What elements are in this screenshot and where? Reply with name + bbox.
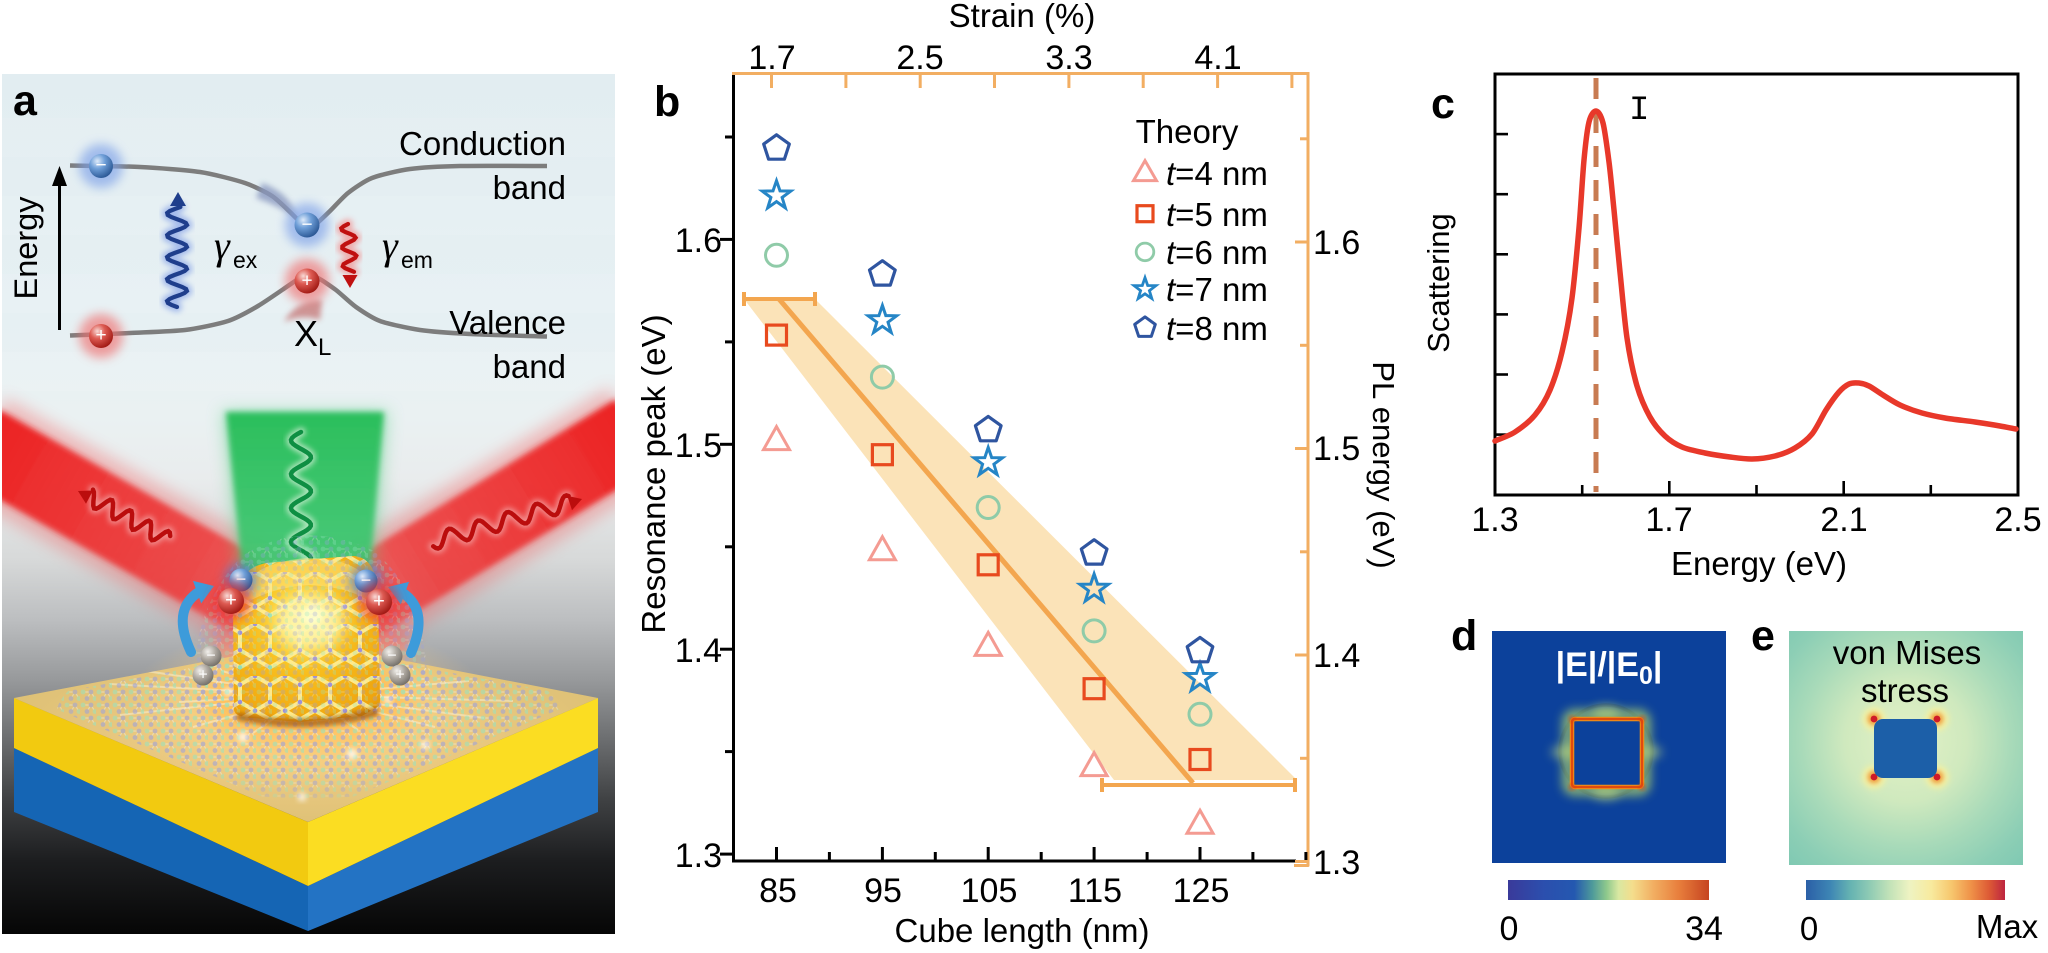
svg-text:34: 34 — [1685, 910, 1723, 948]
svg-text:1.3: 1.3 — [675, 837, 722, 875]
svg-text:−: − — [301, 214, 312, 235]
svg-text:1.7: 1.7 — [748, 39, 795, 77]
svg-text:2.1: 2.1 — [1820, 501, 1867, 539]
svg-text:−: − — [387, 647, 396, 664]
svg-text:1.5: 1.5 — [1313, 430, 1360, 468]
svg-text:ex: ex — [233, 247, 258, 273]
svg-text:L: L — [318, 334, 331, 361]
svg-text:+: + — [395, 666, 404, 683]
svg-text:t=6 nm: t=6 nm — [1166, 234, 1268, 271]
svg-text:c: c — [1431, 80, 1455, 128]
svg-text:Max: Max — [1976, 908, 2039, 945]
svg-text:2.5: 2.5 — [896, 39, 943, 77]
svg-text:Energy (eV): Energy (eV) — [1671, 545, 1847, 582]
svg-text:Valence: Valence — [449, 304, 566, 341]
svg-text:von Mises: von Mises — [1833, 634, 1982, 671]
svg-text:+: + — [373, 590, 385, 612]
svg-text:1.5: 1.5 — [675, 427, 722, 465]
svg-text:Scattering: Scattering — [1421, 213, 1456, 353]
svg-text:−: − — [206, 647, 215, 664]
svg-text:t=8 nm: t=8 nm — [1166, 310, 1268, 347]
svg-text:γ: γ — [214, 223, 231, 268]
svg-text:Resonance peak (eV): Resonance peak (eV) — [635, 314, 672, 633]
svg-text:Cube length (nm): Cube length (nm) — [895, 912, 1150, 949]
svg-text:band: band — [493, 169, 566, 206]
svg-text:2.5: 2.5 — [1994, 501, 2041, 539]
svg-text:Conduction: Conduction — [399, 125, 566, 162]
svg-text:stress: stress — [1861, 672, 1949, 709]
svg-text:γ: γ — [382, 223, 399, 268]
svg-text:b: b — [654, 78, 680, 126]
svg-text:Energy: Energy — [8, 196, 44, 300]
svg-text:t=5 nm: t=5 nm — [1166, 196, 1268, 233]
svg-text:I: I — [1629, 92, 1649, 130]
svg-text:e: e — [1751, 612, 1775, 660]
svg-text:1.4: 1.4 — [675, 632, 722, 670]
svg-text:Theory: Theory — [1136, 113, 1239, 150]
svg-text:+: + — [301, 270, 312, 291]
svg-text:1.3: 1.3 — [1471, 501, 1518, 539]
svg-text:1.7: 1.7 — [1645, 501, 1692, 539]
svg-text:+: + — [198, 666, 207, 683]
svg-text:Strain (%): Strain (%) — [949, 0, 1096, 34]
svg-text:125: 125 — [1173, 872, 1230, 910]
svg-text:d: d — [1451, 612, 1477, 660]
svg-text:em: em — [401, 247, 433, 273]
svg-text:3.3: 3.3 — [1045, 39, 1092, 77]
svg-text:95: 95 — [864, 872, 902, 910]
svg-text:band: band — [493, 348, 566, 385]
svg-text:105: 105 — [961, 872, 1018, 910]
svg-text:PL energy (eV): PL energy (eV) — [1366, 361, 1401, 568]
svg-text:+: + — [95, 325, 106, 346]
svg-text:t=7 nm: t=7 nm — [1166, 271, 1268, 308]
svg-text:a: a — [13, 77, 38, 125]
svg-text:1.6: 1.6 — [675, 222, 722, 260]
svg-text:0: 0 — [1800, 910, 1818, 947]
svg-text:t=4 nm: t=4 nm — [1166, 155, 1268, 192]
svg-text:4.1: 4.1 — [1194, 39, 1241, 77]
svg-text:−: − — [361, 570, 372, 590]
svg-text:1.6: 1.6 — [1313, 224, 1360, 262]
svg-text:X: X — [294, 313, 318, 354]
svg-text:+: + — [225, 589, 237, 611]
svg-text:1.3: 1.3 — [1313, 844, 1360, 882]
svg-text:0: 0 — [1500, 910, 1519, 948]
svg-text:85: 85 — [759, 872, 797, 910]
svg-text:115: 115 — [1068, 872, 1122, 910]
svg-text:−: − — [236, 569, 247, 589]
svg-text:−: − — [95, 155, 106, 176]
svg-text:1.4: 1.4 — [1313, 637, 1360, 675]
